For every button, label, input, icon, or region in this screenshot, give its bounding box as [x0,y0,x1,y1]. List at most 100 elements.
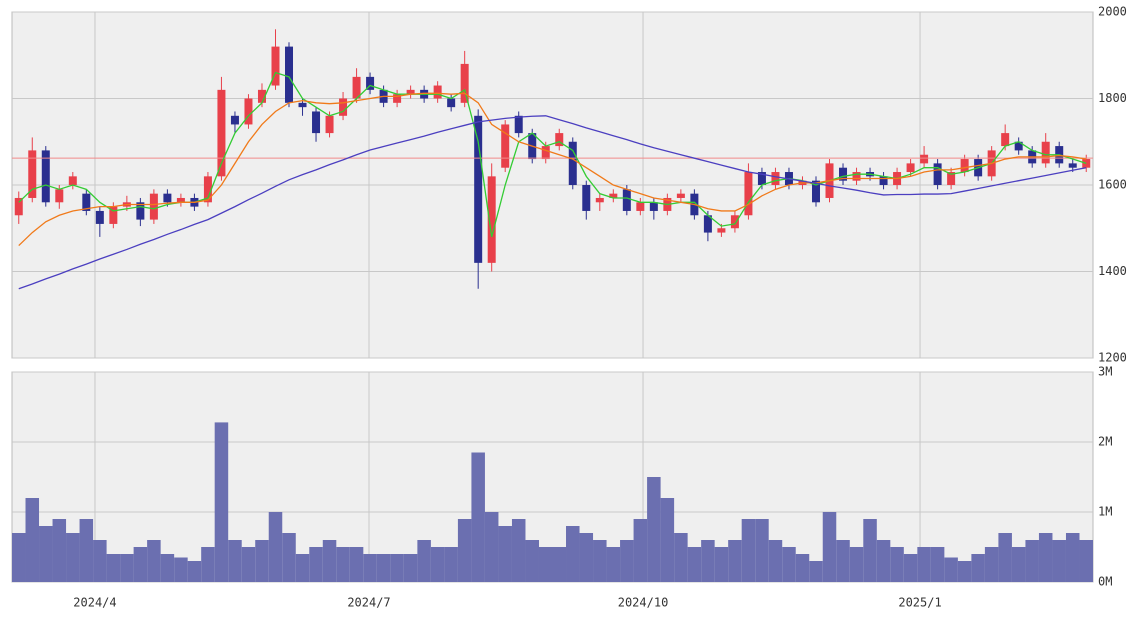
volume-bar [930,547,945,582]
candle-body [1001,133,1010,147]
candle-body [622,189,631,211]
volume-bar [417,540,431,582]
volume-bar [579,533,594,582]
y-tick-label: 1600 [1098,178,1127,192]
candle-body [28,150,37,198]
volume-bar [214,422,229,582]
candle-body [703,215,712,233]
volume-bar [268,512,283,582]
candle-body [717,228,726,233]
volume-bar [93,540,107,582]
volume-bar [741,519,756,582]
candle-body [460,63,469,103]
x-tick-label: 2024/7 [347,596,390,610]
volume-bar [728,540,742,582]
moving-average-line [18,115,1087,290]
volume-bar [106,554,121,582]
candle-body [582,185,591,211]
candle-body [55,189,64,203]
volume-bar [836,540,850,582]
candle-body [366,76,375,90]
volume-bar [336,547,350,582]
candle-body [14,197,23,216]
volume-bar [1052,540,1066,582]
candle-body [636,202,645,211]
candle-body [811,180,820,203]
x-tick-label: 2024/10 [618,596,669,610]
volume-bar [903,554,918,582]
candle-body [960,159,969,173]
volume-bar [511,519,526,582]
volume-bar [174,557,188,582]
volume-bar [566,526,580,582]
candle-body [244,98,253,125]
candle-body [136,202,145,220]
candle-body [757,172,766,185]
volume-bar [957,561,972,582]
volume-bar [322,540,337,582]
volume-bar [768,540,783,582]
candle-body [41,150,50,203]
candle-body [82,193,91,211]
y-tick-label: 0M [1098,575,1112,589]
volume-bar [1038,533,1053,582]
y-tick-label: 1800 [1098,91,1127,105]
candle-body [68,176,77,185]
candle-body [744,172,753,216]
volume-bar [674,533,688,582]
volume-bar [52,519,67,582]
volume-bar [552,547,567,582]
candle-body [325,115,334,134]
candle-body [298,102,307,108]
volume-bar [390,554,404,582]
candle-body [406,89,415,95]
volume-bar [403,554,418,582]
volume-bar [363,554,377,582]
volume-bar [282,533,296,582]
volume-bar [620,540,634,582]
volume-bar [12,533,26,582]
volume-bar [1065,533,1080,582]
candle-body [393,94,402,103]
y-tick-label: 3M [1098,365,1112,379]
candle-body [609,193,618,198]
candle-body [352,76,361,99]
y-tick-label: 2M [1098,435,1112,449]
candle-body [771,172,780,185]
volume-bar [876,540,891,582]
volume-bar [160,554,175,582]
volume-bar [1011,547,1026,582]
candle-body [163,193,172,203]
volume-bar [484,512,499,582]
volume-bar [1025,540,1039,582]
candle-body [487,176,496,263]
y-tick-label: 1400 [1098,264,1127,278]
candle-body [541,146,550,160]
candle-body [474,115,483,263]
volume-bar [376,554,391,582]
candle-body [852,172,861,181]
candle-body [1014,141,1023,151]
volume-bar [147,540,161,582]
volume-bar [457,519,472,582]
volume-bar [984,547,999,582]
candle-body [149,193,158,220]
volume-bar [795,554,810,582]
volume-bar [309,547,323,582]
volume-bar [714,547,729,582]
volume-bar [863,519,877,582]
volume-bar [660,498,675,582]
volume-bar [687,547,702,582]
candle-body [676,193,685,198]
volume-bar [25,498,40,582]
volume-bar [633,519,648,582]
y-tick-label: 1200 [1098,351,1127,365]
volume-bar [79,519,94,582]
volume-bar [701,540,715,582]
volume-bar [809,561,823,582]
candle-body [285,46,294,103]
candle-body [595,197,604,203]
candle-body [339,98,348,116]
volume-bar [255,540,269,582]
